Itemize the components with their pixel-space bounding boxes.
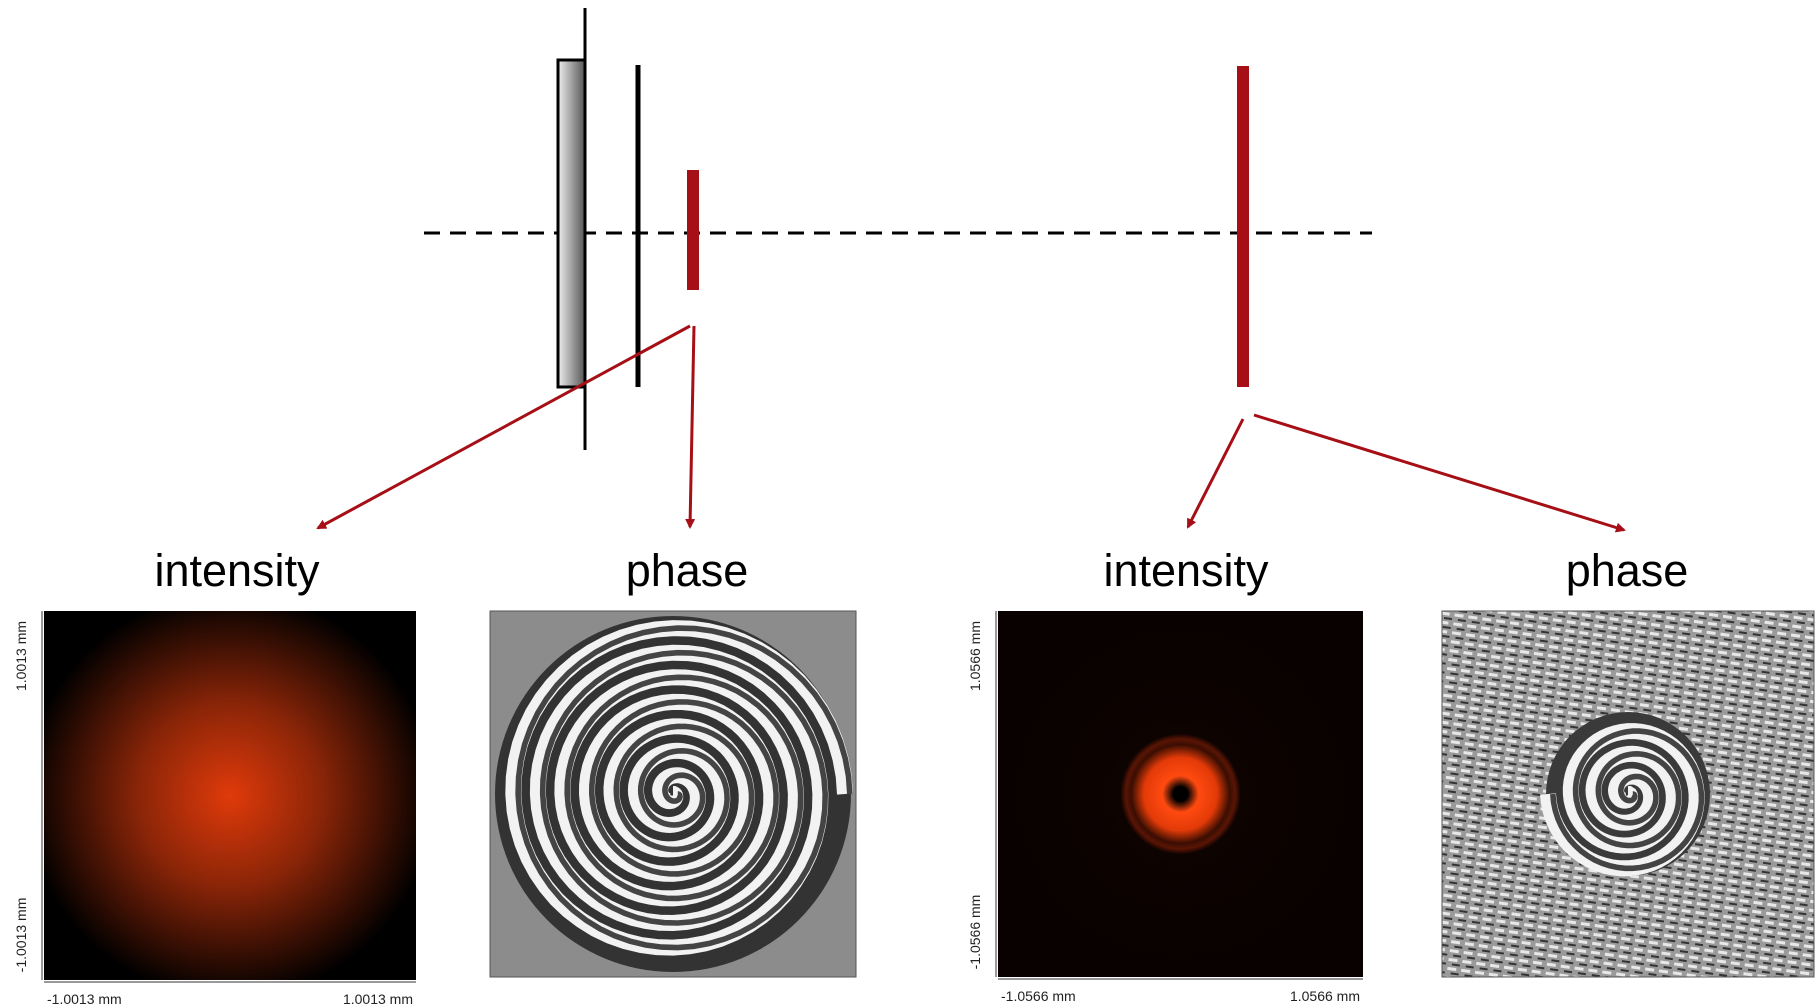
y-axis-label: 1.0566 mm xyxy=(967,621,983,691)
y-axis-label: 1.0013 mm xyxy=(13,621,29,691)
x-axis-label: -1.0013 mm xyxy=(47,991,122,1007)
panel-label: phase xyxy=(626,545,749,596)
panel-label: intensity xyxy=(1103,545,1269,596)
y-axis-label: -1.0566 mm xyxy=(967,895,983,970)
y-axis-label: -1.0013 mm xyxy=(13,898,29,973)
x-axis-label: 1.0566 mm xyxy=(1290,988,1360,1004)
arrows xyxy=(318,326,1624,530)
detector-near xyxy=(687,170,699,290)
x-axis-label: -1.0566 mm xyxy=(1001,988,1076,1004)
arrow xyxy=(1254,415,1624,530)
intensity-map xyxy=(998,611,1363,977)
panel-label: intensity xyxy=(154,545,320,596)
panels: intensity 1.0013 mm -1.0013 mm -1.0013 mm 1.… xyxy=(13,545,1814,1007)
panel-label: phase xyxy=(1566,545,1689,596)
intensity-map xyxy=(44,611,416,980)
diagram: intensity 1.0013 mm -1.0013 mm -1.0013 mm 1.… xyxy=(0,0,1818,1007)
arrow xyxy=(690,326,694,527)
x-axis-label: 1.0013 mm xyxy=(343,991,413,1007)
detector-far xyxy=(1237,66,1249,387)
arrow xyxy=(1188,419,1243,527)
arrow xyxy=(318,326,690,528)
lens xyxy=(558,60,585,387)
